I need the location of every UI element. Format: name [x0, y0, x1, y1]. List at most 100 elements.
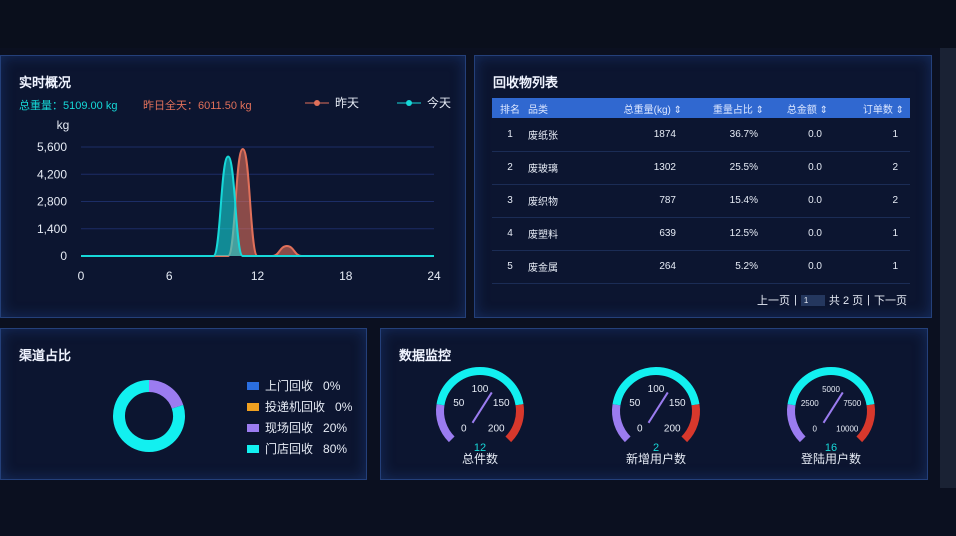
table-row[interactable]: 1 废纸张 1874 36.7% 0.0 1 — [492, 118, 910, 152]
table-cell: 0.0 — [770, 118, 834, 152]
y-tick-label: 5,600 — [37, 140, 67, 154]
gauge-label: 登陆用户数 — [801, 451, 861, 466]
column-header: 品类 — [528, 98, 598, 118]
table-row[interactable]: 2 废玻璃 1302 25.5% 0.0 2 — [492, 151, 910, 185]
column-header[interactable]: 总金额 ⇕ — [770, 98, 834, 118]
table-cell: 639 — [598, 217, 688, 251]
gauge-tick-label: 100 — [472, 384, 489, 395]
recycle-list-panel: 回收物列表 排名 品类 总重量(kg) ⇕ 重量占比 ⇕ 总金额 ⇕ 订单数 ⇕ 1 废纸张 1… — [474, 55, 932, 318]
table-cell: 1 — [834, 217, 910, 251]
gauge-tick-label: 5000 — [822, 385, 840, 394]
x-tick-label: 6 — [166, 269, 173, 283]
gauge-tick-label: 50 — [629, 398, 641, 409]
gauge-value: 12 — [474, 442, 486, 454]
legend-label: 现场回收 — [265, 421, 314, 435]
prev-page-button[interactable]: 上一页 — [757, 295, 791, 307]
legend-label: 门店回收 — [265, 442, 314, 456]
table-row[interactable]: 3 废织物 787 15.4% 0.0 2 — [492, 184, 910, 218]
gauge-arc — [436, 367, 524, 406]
table-cell: 5 — [492, 250, 528, 284]
table-row[interactable]: 5 废金属 264 5.2% 0.0 1 — [492, 250, 910, 284]
gauge-arc — [436, 404, 455, 443]
y-tick-label: 1,400 — [37, 222, 67, 236]
table-cell: 0.0 — [770, 184, 834, 218]
table-cell: 废塑料 — [528, 217, 598, 251]
table-cell: 废纸张 — [528, 118, 598, 152]
gauge-tick-label: 0 — [461, 423, 467, 434]
gauge-value: 16 — [825, 442, 837, 454]
legend-line-icon — [305, 99, 329, 106]
monitor-panel: 数据监控 0 50 100 150 200 12 总件数 0 50 100 150 200 2 新增用户数… — [380, 328, 928, 480]
legend-label: 投递机回收 — [265, 400, 326, 414]
column-header[interactable]: 总重量(kg) ⇕ — [598, 98, 688, 118]
gauge-tick-label: 7500 — [843, 399, 861, 408]
table-cell: 4 — [492, 217, 528, 251]
channel-legend-item[interactable]: 现场回收 20% — [247, 419, 347, 436]
legend-line-icon — [397, 99, 421, 106]
gauge-tick-label: 0 — [813, 424, 818, 433]
gauge-tick-label: 150 — [493, 398, 510, 409]
channel-legend-item[interactable]: 上门回收 0% — [247, 377, 340, 394]
legend-percent: 20% — [323, 420, 348, 435]
y-tick-label: 0 — [60, 249, 67, 263]
table-cell: 0.0 — [770, 250, 834, 284]
table-cell: 1302 — [598, 151, 688, 185]
overview-panel: 实时概况 总重量：5109.00 kg 昨日全天：6011.50 kg 昨天 今… — [0, 55, 466, 318]
gauge-tick-label: 200 — [488, 423, 505, 434]
table-cell: 1874 — [598, 118, 688, 152]
donut-slice[interactable] — [113, 380, 185, 452]
legend-swatch-icon — [247, 381, 259, 390]
today-total: 总重量：5109.00 kg — [19, 100, 118, 112]
table-cell: 废玻璃 — [528, 151, 598, 185]
legend-swatch-icon — [247, 444, 259, 453]
x-tick-label: 18 — [339, 269, 353, 283]
legend-today[interactable]: 今天 — [397, 94, 451, 111]
legend-percent: 0% — [323, 378, 341, 393]
legend-label: 上门回收 — [265, 379, 314, 393]
panel-title: 实时概况 — [19, 75, 72, 90]
panel-title: 数据监控 — [399, 348, 452, 363]
table-cell: 1 — [492, 118, 528, 152]
page-input[interactable]: 1 — [800, 294, 825, 306]
column-header[interactable]: 重量占比 ⇕ — [688, 98, 770, 118]
legend-percent: 80% — [323, 441, 348, 456]
channel-panel: 渠道占比 上门回收 0% 投递机回收 0% 现场回收 20% 门店回收 80% — [0, 328, 367, 480]
series-line-1 — [81, 155, 434, 257]
gauge-arc — [787, 367, 875, 406]
table-cell: 1 — [834, 250, 910, 284]
table-cell: 15.4% — [688, 184, 770, 218]
top-bar — [0, 0, 956, 48]
table-row[interactable]: 4 废塑料 639 12.5% 0.0 1 — [492, 217, 910, 251]
column-header[interactable]: 订单数 ⇕ — [834, 98, 910, 118]
series-area-0 — [81, 148, 434, 256]
channel-legend-item[interactable]: 门店回收 80% — [247, 440, 347, 457]
table-cell: 废金属 — [528, 250, 598, 284]
table-cell: 787 — [598, 184, 688, 218]
gauge-tick-label: 2500 — [801, 399, 819, 408]
gauge-tick-label: 50 — [453, 398, 465, 409]
table-cell: 12.5% — [688, 217, 770, 251]
table-cell: 3 — [492, 184, 528, 218]
table-cell: 2 — [834, 151, 910, 185]
gauge-arc — [612, 404, 631, 443]
legend-yesterday[interactable]: 昨天 — [305, 94, 359, 111]
x-tick-label: 12 — [251, 269, 265, 283]
scrollbar[interactable] — [940, 48, 956, 488]
gauge-needle — [647, 391, 669, 424]
line-chart: kg 0 1,400 2,800 4,200 5,600 0 6 12 18 24 — [37, 118, 441, 283]
legend-label: 今天 — [427, 96, 452, 110]
table-cell: 2 — [834, 184, 910, 218]
channel-legend-item[interactable]: 投递机回收 0% — [247, 398, 352, 415]
gauge-arc — [787, 404, 806, 443]
donut-chart — [113, 380, 185, 452]
gauge-tick-label: 150 — [669, 398, 686, 409]
table-cell: 2 — [492, 151, 528, 185]
table-cell: 0.0 — [770, 151, 834, 185]
table-cell: 36.7% — [688, 118, 770, 152]
table-cell: 废织物 — [528, 184, 598, 218]
gauge-tick-label: 10000 — [836, 424, 859, 433]
next-page-button[interactable]: 下一页 — [874, 295, 907, 307]
y-tick-label: 4,200 — [37, 167, 67, 181]
series-line-0 — [81, 147, 434, 257]
donut-slice[interactable] — [148, 380, 184, 409]
